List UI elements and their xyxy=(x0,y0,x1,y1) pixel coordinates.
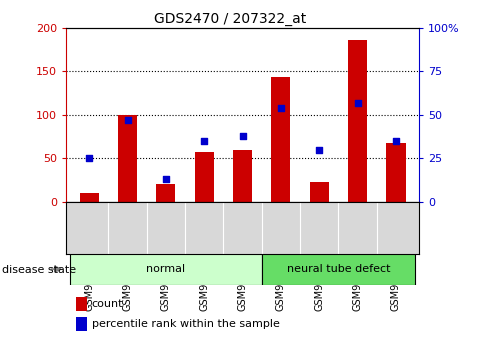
Bar xyxy=(118,115,137,202)
Bar xyxy=(386,144,406,202)
Point xyxy=(162,176,170,182)
Point xyxy=(200,138,208,144)
Bar xyxy=(348,40,367,202)
Bar xyxy=(310,182,329,202)
Point xyxy=(354,100,362,105)
Point xyxy=(123,117,131,123)
FancyBboxPatch shape xyxy=(70,254,262,285)
Point xyxy=(277,105,285,110)
Bar xyxy=(271,77,291,202)
FancyBboxPatch shape xyxy=(262,254,415,285)
Point xyxy=(392,138,400,144)
Text: count: count xyxy=(92,299,123,308)
Text: disease state: disease state xyxy=(2,265,76,275)
Text: normal: normal xyxy=(147,264,185,274)
Text: percentile rank within the sample: percentile rank within the sample xyxy=(92,319,279,329)
Bar xyxy=(156,185,175,202)
Point xyxy=(239,133,246,138)
Point xyxy=(85,156,93,161)
Point xyxy=(316,147,323,152)
Bar xyxy=(79,193,99,202)
Bar xyxy=(195,152,214,202)
Text: GDS2470 / 207322_at: GDS2470 / 207322_at xyxy=(154,12,306,26)
Text: neural tube defect: neural tube defect xyxy=(287,264,390,274)
Bar xyxy=(233,150,252,202)
